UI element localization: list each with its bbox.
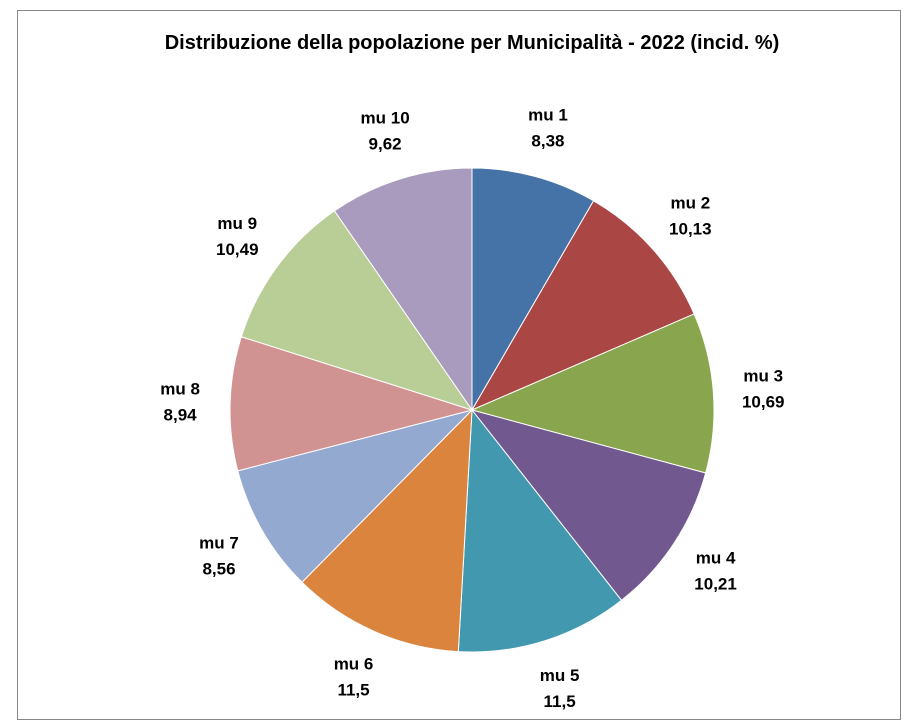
value-label: 8,56 (202, 559, 235, 578)
slice-label: mu 8 (160, 380, 200, 399)
slice-label: mu 3 (743, 366, 783, 385)
value-label: 8,38 (531, 132, 564, 151)
pie-slice (470, 313, 715, 474)
slice-label: mu 6 (334, 654, 374, 673)
chart-title: Distribuzione della popolazione per Muni… (164, 32, 780, 54)
value-label: 10,49 (216, 240, 259, 259)
pie-slice (457, 408, 623, 653)
value-label: 10,21 (694, 575, 737, 594)
value-label: 11,5 (337, 680, 369, 699)
value-label: 10,69 (742, 392, 785, 411)
slice-label: mu 5 (540, 666, 580, 685)
pie-slice (240, 210, 474, 411)
slice-label: mu 4 (696, 549, 736, 568)
value-label: 8,94 (164, 406, 198, 425)
pie-slice (470, 200, 695, 412)
pie-slice (470, 409, 707, 602)
slice-label: mu 1 (528, 106, 568, 125)
slice-label: mu 2 (670, 194, 710, 213)
pie-slice (301, 408, 473, 653)
pie-slice (237, 409, 474, 583)
pie-slice (333, 167, 473, 412)
value-label: 11,5 (544, 692, 576, 711)
value-label: 10,13 (669, 220, 712, 239)
slice-label: mu 10 (361, 109, 410, 128)
slice-label: mu 9 (217, 214, 257, 233)
pie-slice (471, 167, 595, 412)
value-label: 9,62 (369, 135, 402, 154)
pie-slice (229, 336, 474, 472)
slice-label: mu 7 (199, 533, 239, 552)
